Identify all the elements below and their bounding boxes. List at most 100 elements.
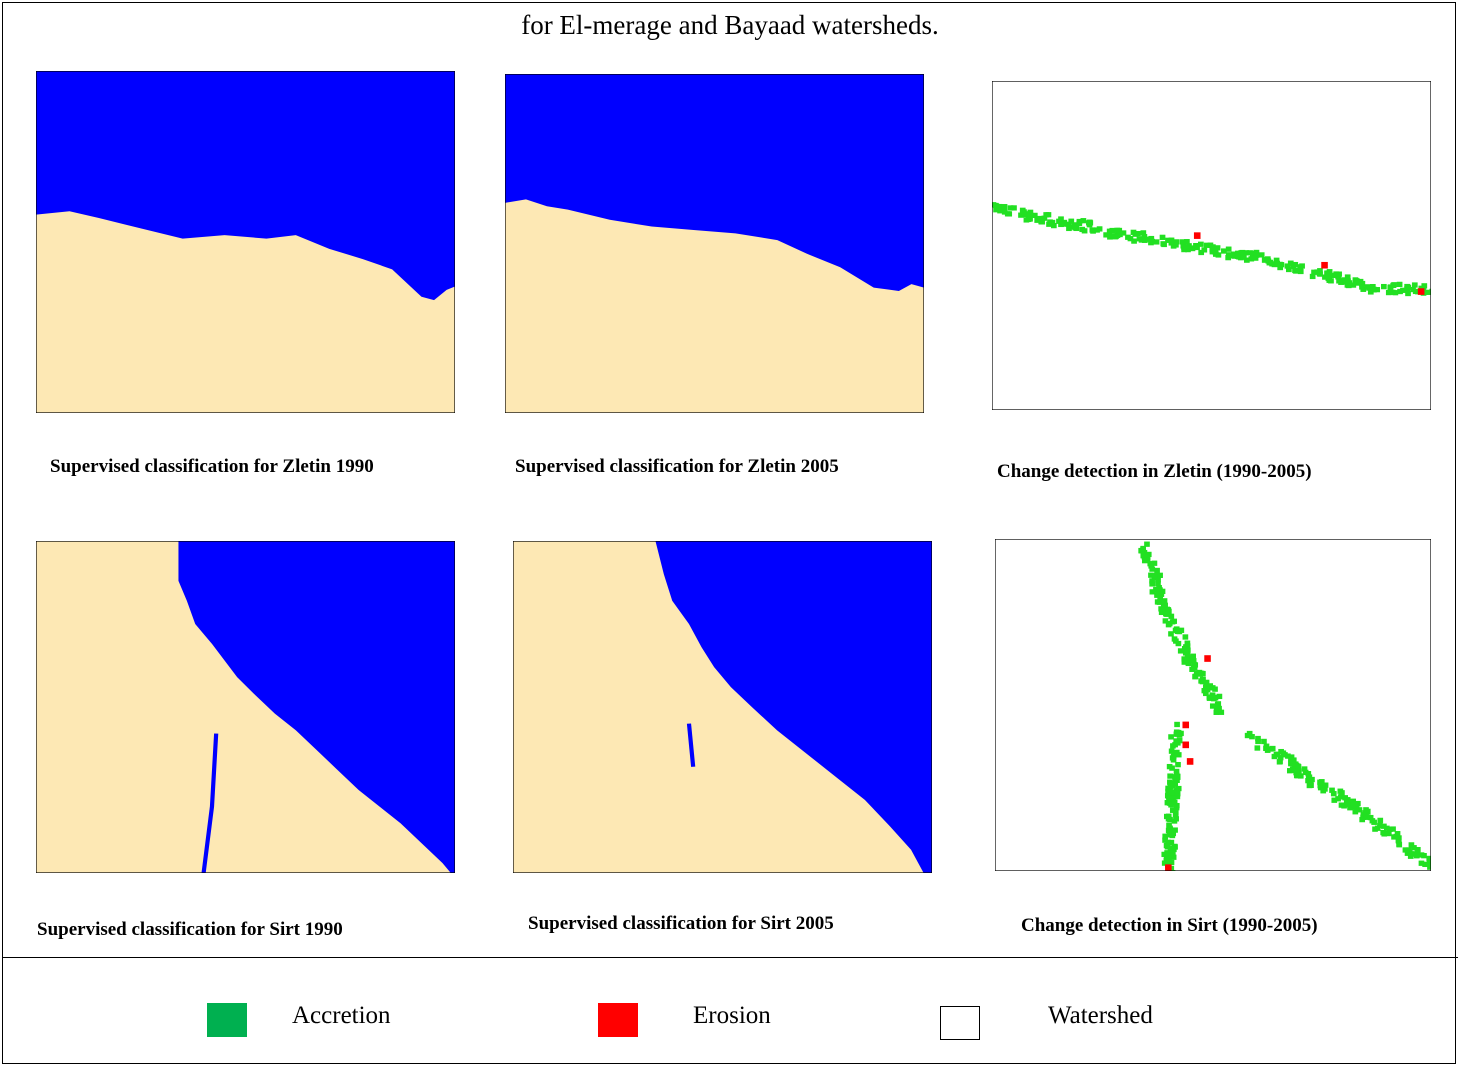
accretion-pixel [1168,748,1175,754]
panel-caption: Supervised classification for Zletin 200… [515,456,839,477]
accretion-pixel [1144,541,1150,547]
accretion-pixel [1174,793,1181,800]
accretion-pixel [1165,607,1172,613]
accretion-pixel [1169,832,1176,839]
accretion-pixel [1306,782,1313,789]
accretion-pixel [1178,730,1184,737]
accretion-pixel [1341,279,1348,285]
accretion-pixel [1175,752,1182,758]
accretion-pixel [1151,574,1158,580]
accretion-pixel [1170,243,1177,249]
accretion-pixel [1001,209,1008,215]
accretion-pixel [1184,643,1191,649]
accretion-pixel [1172,776,1179,782]
accretion-pixel [1255,738,1261,745]
accretion-pixel [1339,790,1345,796]
accretion-pixel [1352,809,1359,815]
accretion-pixel [1288,754,1295,760]
accretion-pixel [1141,557,1148,564]
accretion-pixel [1154,592,1160,598]
erosion-pixel [1204,655,1211,662]
accretion-pixel [1185,246,1191,253]
map [36,71,455,413]
accretion-pixel [1173,239,1180,245]
accretion-pixel [1170,757,1177,763]
accretion-pixel [1086,222,1093,228]
accretion-pixel [1394,831,1401,837]
accretion-pixel [1131,238,1137,244]
accretion-pixel [1169,807,1176,813]
accretion-pixel [1384,825,1390,831]
accretion-pixel [1278,748,1284,755]
accretion-pixel [1293,770,1300,776]
accretion-pixel [1170,753,1177,760]
accretion-pixel [1107,234,1113,240]
accretion-pixel [1164,850,1170,856]
accretion-pixel [1162,618,1169,624]
sea [36,71,455,301]
accretion-pixel [1294,772,1301,779]
accretion-pixel [1203,679,1210,686]
accretion-pixel [1167,773,1173,779]
accretion-pixel [1066,225,1072,232]
accretion-pixel [1165,237,1171,243]
sea [505,74,924,291]
accretion-pixel [1145,551,1152,558]
accretion-pixel [1071,222,1078,228]
accretion-pixel [1413,851,1420,857]
accretion-pixel [1168,839,1175,846]
legend-divider [2,957,1458,958]
accretion-pixel [1380,283,1387,290]
accretion-pixel [1162,833,1169,839]
accretion-pixel [1325,270,1332,276]
panel-image [36,541,455,873]
accretion-pixel [1209,692,1216,698]
accretion-pixel [1151,560,1158,566]
accretion-pixel [1172,781,1179,787]
accretion-pixel [1369,284,1376,290]
accretion-pixel [1171,818,1178,824]
accretion-pixel [1166,763,1173,770]
accretion-pixel [1426,859,1431,865]
accretion-pixel [1317,785,1324,791]
accretion-pixel [1289,766,1296,772]
panel-caption: Change detection in Zletin (1990-2005) [997,461,1312,482]
accretion-pixel [1168,613,1175,619]
accretion-pixel [1141,234,1148,240]
accretion-pixel [1309,273,1316,280]
accretion-pixel [1209,703,1216,709]
accretion-pixel [1214,245,1221,251]
accretion-pixel [1174,740,1181,746]
accretion-pixel [1390,826,1396,832]
accretion-pixel [1207,242,1214,248]
erosion-pixel [1321,261,1328,269]
accretion-pixel [1218,709,1225,715]
accretion-pixel [1153,586,1159,593]
accretion-pixel [1050,222,1057,229]
accretion-pixel [1305,771,1312,777]
accretion-pixel [1058,221,1064,228]
accretion-pixel [1231,253,1238,259]
accretion-pixel [1155,577,1161,583]
accretion-pixel [1138,548,1145,554]
accretion-pixel [1192,674,1198,680]
accretion-pixel [1190,657,1197,664]
accretion-pixel [1170,845,1176,851]
accretion-pixel [1156,585,1162,591]
accretion-pixel [1206,695,1213,701]
legend-swatch [940,1006,980,1040]
accretion-pixel [1189,666,1195,672]
accretion-pixel [1173,802,1180,809]
accretion-pixel [1396,835,1402,841]
accretion-pixel [1168,237,1175,243]
accretion-pixel [1165,827,1172,833]
accretion-pixel [1255,735,1261,742]
accretion-pixel [1169,789,1176,796]
accretion-pixel [1359,816,1366,823]
accretion-pixel [1288,761,1294,767]
panel-caption: Supervised classification for Zletin 199… [50,456,374,477]
figure-title: for El-merage and Bayaad watersheds. [521,10,939,40]
accretion-pixel [1387,285,1394,291]
accretion-pixel [1338,279,1344,285]
